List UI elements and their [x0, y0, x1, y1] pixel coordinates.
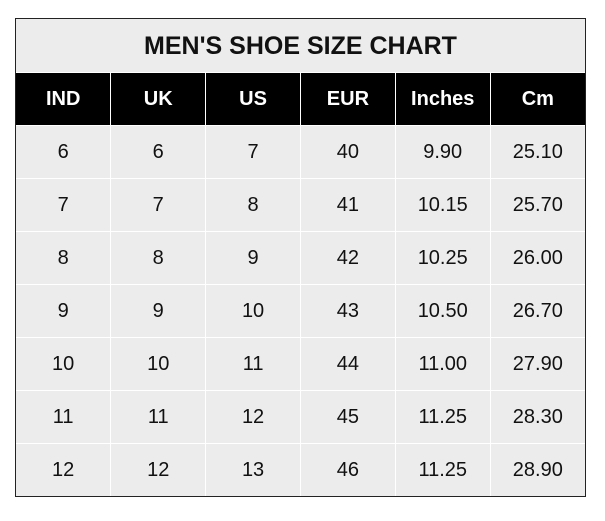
- cell-eur: 42: [299, 231, 396, 285]
- cell-us: 11: [205, 337, 301, 391]
- cell-cm: 25.70: [489, 178, 585, 232]
- table-row: 11 11 12 45 11.25 28.30: [16, 390, 585, 444]
- size-table: IND UK US EUR Inches Cm 6 6 7 40 9.90 25.10 7 7 8 41 10…: [16, 73, 585, 496]
- cell-eur: 44: [299, 337, 396, 391]
- cell-uk: 6: [110, 125, 207, 179]
- cell-ind: 8: [16, 231, 112, 285]
- cell-cm: 25.10: [489, 125, 585, 179]
- cell-ind: 11: [16, 390, 112, 444]
- cell-eur: 40: [299, 125, 396, 179]
- cell-inches: 11.25: [394, 443, 491, 496]
- cell-eur: 45: [299, 390, 396, 444]
- cell-uk: 9: [110, 284, 207, 338]
- table-row: 9 9 10 43 10.50 26.70: [16, 284, 585, 338]
- chart-title: MEN'S SHOE SIZE CHART: [16, 19, 585, 73]
- column-header-eur: EUR: [299, 73, 396, 126]
- cell-inches: 10.25: [394, 231, 491, 285]
- cell-inches: 10.50: [394, 284, 491, 338]
- cell-inches: 11.00: [394, 337, 491, 391]
- table-row: 6 6 7 40 9.90 25.10: [16, 125, 585, 179]
- table-row: 8 8 9 42 10.25 26.00: [16, 231, 585, 285]
- cell-cm: 26.70: [489, 284, 585, 338]
- cell-eur: 41: [299, 178, 396, 232]
- cell-inches: 9.90: [394, 125, 491, 179]
- cell-ind: 12: [16, 443, 112, 496]
- cell-uk: 8: [110, 231, 207, 285]
- table-row: 10 10 11 44 11.00 27.90: [16, 337, 585, 391]
- cell-us: 12: [205, 390, 301, 444]
- size-chart: MEN'S SHOE SIZE CHART IND UK US EUR Inches Cm…: [15, 18, 586, 497]
- column-header-inches: Inches: [394, 73, 491, 126]
- cell-cm: 26.00: [489, 231, 585, 285]
- cell-us: 9: [205, 231, 301, 285]
- column-header-uk: UK: [110, 73, 207, 126]
- column-header-ind: IND: [16, 73, 112, 126]
- cell-inches: 11.25: [394, 390, 491, 444]
- cell-eur: 43: [299, 284, 396, 338]
- cell-eur: 46: [299, 443, 396, 496]
- column-header-us: US: [205, 73, 301, 126]
- column-header-cm: Cm: [489, 73, 585, 126]
- cell-cm: 27.90: [489, 337, 585, 391]
- cell-uk: 10: [110, 337, 207, 391]
- cell-inches: 10.15: [394, 178, 491, 232]
- cell-ind: 6: [16, 125, 112, 179]
- cell-us: 13: [205, 443, 301, 496]
- cell-uk: 12: [110, 443, 207, 496]
- cell-us: 10: [205, 284, 301, 338]
- table-row: 12 12 13 46 11.25 28.90: [16, 443, 585, 496]
- cell-uk: 11: [110, 390, 207, 444]
- cell-us: 8: [205, 178, 301, 232]
- cell-cm: 28.30: [489, 390, 585, 444]
- cell-ind: 7: [16, 178, 112, 232]
- header-row: IND UK US EUR Inches Cm: [16, 73, 585, 126]
- cell-ind: 9: [16, 284, 112, 338]
- cell-ind: 10: [16, 337, 112, 391]
- cell-uk: 7: [110, 178, 207, 232]
- cell-cm: 28.90: [489, 443, 585, 496]
- cell-us: 7: [205, 125, 301, 179]
- table-row: 7 7 8 41 10.15 25.70: [16, 178, 585, 232]
